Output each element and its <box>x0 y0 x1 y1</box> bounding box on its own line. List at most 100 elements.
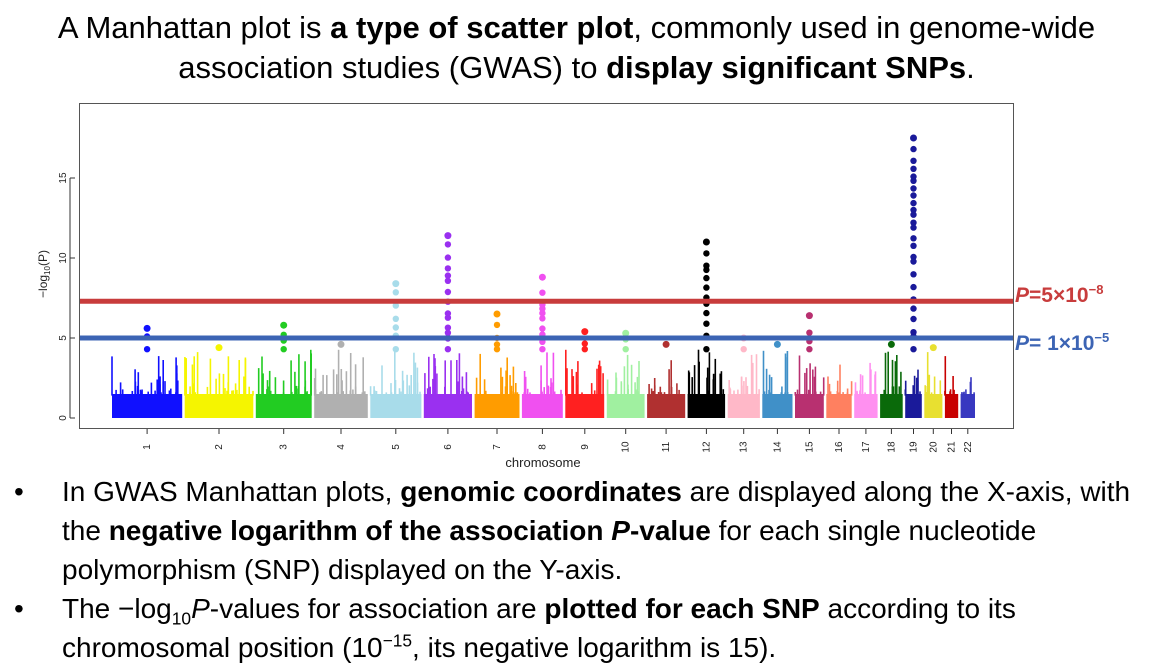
bullet-item-1: • In GWAS Manhattan plots, genomic coordi… <box>14 476 1131 585</box>
snp-point-chr19 <box>910 224 917 231</box>
snp-point-chr9 <box>581 346 588 353</box>
x-tick-label-7: 7 <box>492 444 503 450</box>
snp-point-chr12 <box>703 320 710 327</box>
y-tick-label-15: 15 <box>58 172 69 184</box>
chromosome-band-4 <box>314 394 368 418</box>
headline-text: A Manhattan plot is <box>57 10 331 45</box>
chromosome-band-7 <box>474 394 520 418</box>
snp-point-chr19 <box>910 315 917 323</box>
snp-point-chr7 <box>493 321 501 329</box>
peak-snp-chr6 <box>444 232 452 240</box>
peak-snp-chr19 <box>910 134 917 142</box>
chromosome-band-22 <box>960 394 975 418</box>
x-tick-label-17: 17 <box>861 441 872 453</box>
snp-point-chr19 <box>910 283 917 291</box>
snp-point-chr19 <box>910 329 917 336</box>
x-tick-label-11: 11 <box>661 441 672 452</box>
chromosome-band-5 <box>370 394 422 418</box>
snp-point-chr8 <box>539 325 546 332</box>
snp-point-chr7 <box>493 341 501 348</box>
snp-point-chr19 <box>910 206 917 214</box>
chromosome-band-6 <box>423 394 472 418</box>
snp-point-chr1 <box>143 346 151 353</box>
snp-point-chr8 <box>539 310 546 317</box>
chromosome-band-17 <box>854 394 878 418</box>
chromosome-band-13 <box>727 394 760 418</box>
peak-snp-chr11 <box>662 340 670 348</box>
x-tick-label-10: 10 <box>621 441 632 453</box>
snp-point-chr6 <box>444 288 452 296</box>
x-tick-label-15: 15 <box>804 441 815 453</box>
snp-point-chr19 <box>910 305 917 312</box>
snp-point-chr13 <box>740 346 747 353</box>
snp-point-chr19 <box>910 157 917 164</box>
snp-point-chr19 <box>910 199 917 207</box>
x-tick-label-12: 12 <box>701 441 712 453</box>
snp-point-chr15 <box>806 346 813 353</box>
snp-point-chr5 <box>392 302 399 309</box>
chromosome-band-3 <box>255 394 312 418</box>
peak-snp-chr4 <box>337 340 345 348</box>
snp-point-chr12 <box>703 250 710 257</box>
peak-snp-chr5 <box>392 280 400 288</box>
snp-point-chr6 <box>444 277 452 284</box>
x-tick-label-6: 6 <box>443 444 454 450</box>
peak-snp-chr1 <box>143 324 151 332</box>
peak-snp-chr9 <box>581 328 589 336</box>
chromosome-band-20 <box>924 394 943 418</box>
x-tick-label-4: 4 <box>336 444 347 450</box>
chromosome-band-10 <box>606 394 645 418</box>
snp-point-chr19 <box>910 219 917 226</box>
bullet-list: • In GWAS Manhattan plots, genomic coordi… <box>0 472 1153 667</box>
snp-point-chr6 <box>444 272 452 279</box>
x-tick-label-13: 13 <box>739 441 750 453</box>
chromosome-band-8 <box>521 394 563 418</box>
snp-point-chr19 <box>910 258 917 265</box>
snp-point-chr5 <box>392 324 399 331</box>
x-tick-label-16: 16 <box>834 441 845 453</box>
chromosome-band-16 <box>826 394 852 418</box>
snp-point-chr19 <box>910 192 917 199</box>
x-tick-label-18: 18 <box>886 441 897 453</box>
peak-snp-chr14 <box>773 340 781 348</box>
x-tick-label-14: 14 <box>772 441 783 453</box>
snp-point-chr8 <box>539 315 546 322</box>
snp-point-chr12 <box>703 262 710 269</box>
x-axis-label: chromosome <box>505 455 580 470</box>
manhattan-plot: 1 2 3 4 5 6 7 8 9 10 11 12 13 14 15 16 17 18 19 20 21 2205101… <box>36 134 1013 470</box>
headline-bold-scatter: a type of scatter plot <box>330 10 634 45</box>
snp-point-chr19 <box>910 346 917 353</box>
headline-bold-snps: display significant SNPs <box>606 50 967 85</box>
threshold-label-1e-5: P= 1×10−5 <box>1015 330 1110 355</box>
x-tick-label-2: 2 <box>214 444 225 450</box>
bullet-item-2: • The −log10P-values for association are … <box>14 593 1016 663</box>
chromosome-band-9 <box>565 394 605 418</box>
snp-point-chr6 <box>444 254 452 261</box>
snp-point-chr19 <box>910 211 917 218</box>
snp-point-chr19 <box>910 242 917 249</box>
peak-snp-chr8 <box>538 273 546 281</box>
peak-snp-chr18 <box>887 340 895 348</box>
x-tick-label-19: 19 <box>909 441 920 453</box>
snp-point-chr12 <box>703 309 710 317</box>
chromosome-band-19 <box>905 394 922 418</box>
headline-text: . <box>966 50 975 85</box>
snp-point-chr19 <box>910 145 917 153</box>
x-tick-label-9: 9 <box>580 444 591 450</box>
peak-snp-chr3 <box>280 321 288 329</box>
x-tick-label-1: 1 <box>142 444 153 450</box>
chromosome-band-1 <box>112 394 183 418</box>
x-tick-label-8: 8 <box>537 444 548 450</box>
peak-snp-chr15 <box>805 312 813 320</box>
peak-snp-chr10 <box>622 329 630 337</box>
snp-point-chr15 <box>806 329 813 336</box>
snp-point-chr6 <box>444 329 452 336</box>
snp-point-chr12 <box>703 274 710 282</box>
snp-point-chr6 <box>444 241 452 248</box>
snp-point-chr7 <box>493 346 501 353</box>
headline-text: , commonly used in genome-wide associati… <box>178 10 1096 85</box>
snp-point-chr9 <box>581 340 588 347</box>
snp-point-chr19 <box>910 185 917 192</box>
y-tick-label-10: 10 <box>58 252 69 264</box>
snp-point-chr10 <box>622 346 629 353</box>
